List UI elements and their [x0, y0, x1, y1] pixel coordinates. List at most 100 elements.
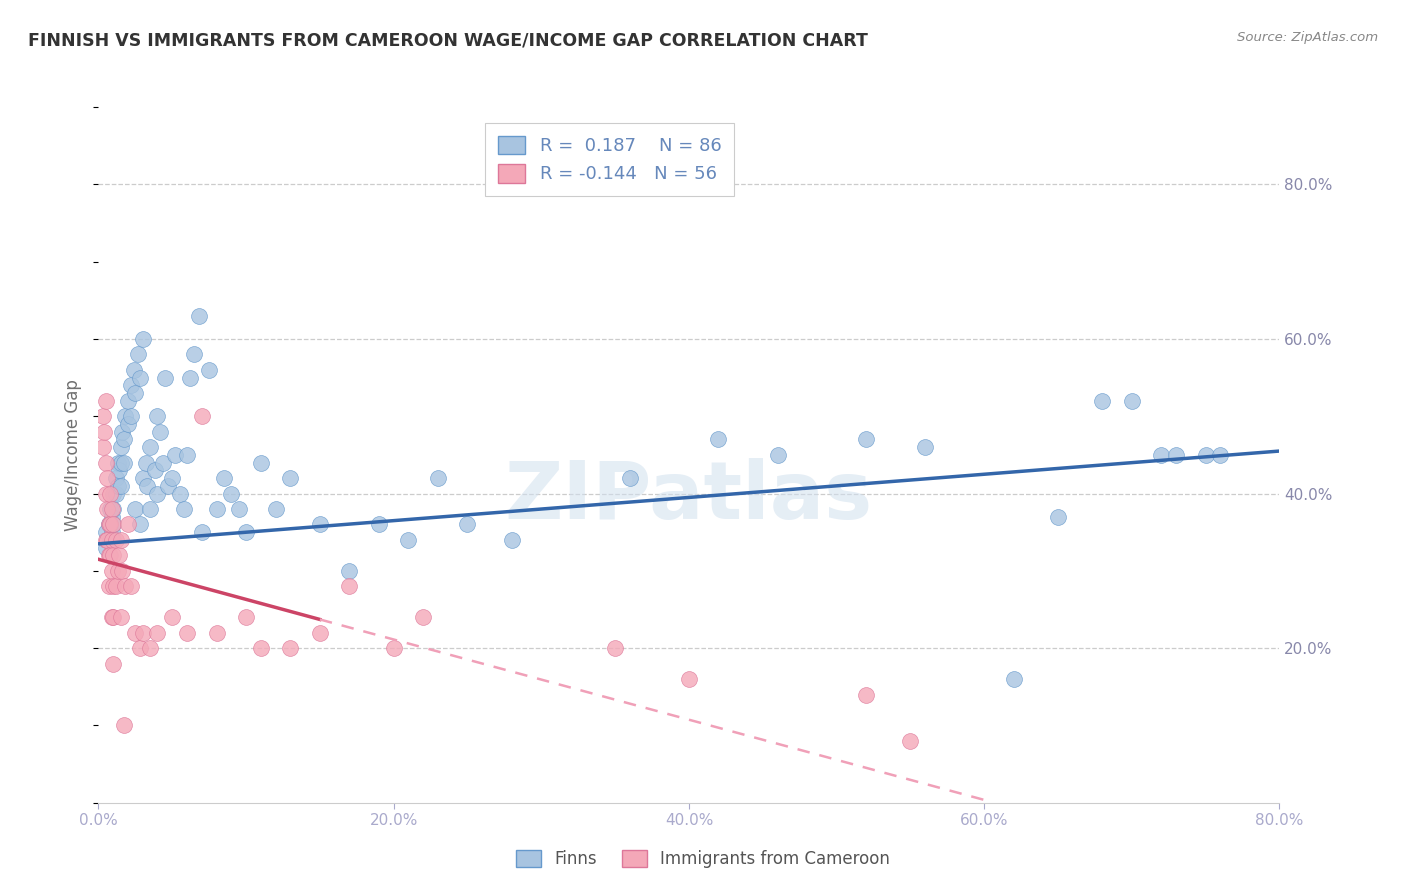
Point	[98, 549, 121, 563]
Point	[187, 309, 209, 323]
Point	[105, 579, 128, 593]
Point	[98, 517, 121, 532]
Point	[339, 579, 361, 593]
Point	[97, 549, 120, 563]
Point	[107, 479, 129, 493]
Point	[139, 641, 162, 656]
Point	[146, 625, 169, 640]
Point	[94, 486, 117, 500]
Point	[94, 541, 117, 555]
Point	[117, 417, 139, 431]
Point	[250, 456, 273, 470]
Point	[98, 486, 121, 500]
Point	[107, 456, 129, 470]
Point	[165, 448, 187, 462]
Legend: Finns, Immigrants from Cameroon: Finns, Immigrants from Cameroon	[509, 843, 897, 875]
Point	[228, 502, 250, 516]
Point	[678, 672, 700, 686]
Point	[309, 517, 332, 532]
Point	[100, 564, 122, 578]
Point	[235, 525, 257, 540]
Point	[766, 448, 789, 462]
Point	[1091, 393, 1114, 408]
Point	[176, 625, 198, 640]
Point	[1195, 448, 1218, 462]
Point	[560, 178, 582, 192]
Point	[111, 425, 134, 439]
Point	[136, 479, 159, 493]
Point	[103, 517, 125, 532]
Point	[108, 463, 131, 477]
Point	[339, 564, 361, 578]
Point	[135, 456, 157, 470]
Point	[139, 502, 162, 516]
Point	[501, 533, 523, 547]
Point	[120, 409, 142, 424]
Point	[97, 579, 120, 593]
Point	[221, 486, 243, 500]
Point	[146, 486, 169, 500]
Point	[280, 641, 302, 656]
Point	[100, 525, 122, 540]
Point	[94, 456, 117, 470]
Point	[398, 533, 420, 547]
Point	[94, 525, 117, 540]
Point	[96, 533, 118, 547]
Point	[103, 486, 125, 500]
Point	[127, 347, 149, 361]
Point	[132, 625, 155, 640]
Point	[1166, 448, 1188, 462]
Point	[914, 440, 936, 454]
Point	[94, 393, 117, 408]
Point	[105, 471, 128, 485]
Point	[191, 409, 214, 424]
Point	[103, 610, 125, 624]
Point	[111, 564, 134, 578]
Point	[707, 433, 730, 447]
Point	[110, 533, 132, 547]
Point	[110, 440, 132, 454]
Point	[173, 502, 195, 516]
Point	[97, 517, 120, 532]
Point	[96, 471, 118, 485]
Point	[114, 409, 136, 424]
Point	[98, 533, 121, 547]
Point	[114, 579, 136, 593]
Point	[128, 641, 150, 656]
Point	[162, 471, 183, 485]
Point	[120, 378, 142, 392]
Point	[855, 433, 877, 447]
Point	[1002, 672, 1025, 686]
Point	[156, 479, 179, 493]
Legend: R =  0.187    N = 86, R = -0.144   N = 56: R = 0.187 N = 86, R = -0.144 N = 56	[485, 123, 734, 196]
Point	[132, 471, 155, 485]
Point	[198, 363, 221, 377]
Point	[110, 456, 132, 470]
Point	[103, 533, 125, 547]
Point	[153, 370, 176, 384]
Point	[169, 486, 191, 500]
Point	[100, 610, 122, 624]
Point	[110, 610, 132, 624]
Point	[103, 502, 125, 516]
Point	[1150, 448, 1173, 462]
Point	[105, 533, 128, 547]
Point	[128, 370, 150, 384]
Point	[128, 517, 150, 532]
Point	[149, 425, 172, 439]
Point	[412, 610, 434, 624]
Point	[112, 456, 135, 470]
Point	[117, 393, 139, 408]
Point	[139, 440, 162, 454]
Point	[205, 625, 228, 640]
Point	[112, 433, 135, 447]
Point	[100, 509, 122, 524]
Point	[100, 502, 122, 516]
Text: FINNISH VS IMMIGRANTS FROM CAMEROON WAGE/INCOME GAP CORRELATION CHART: FINNISH VS IMMIGRANTS FROM CAMEROON WAGE…	[28, 31, 868, 49]
Point	[183, 347, 205, 361]
Point	[143, 463, 166, 477]
Point	[280, 471, 302, 485]
Point	[1046, 509, 1070, 524]
Point	[98, 517, 121, 532]
Point	[132, 332, 155, 346]
